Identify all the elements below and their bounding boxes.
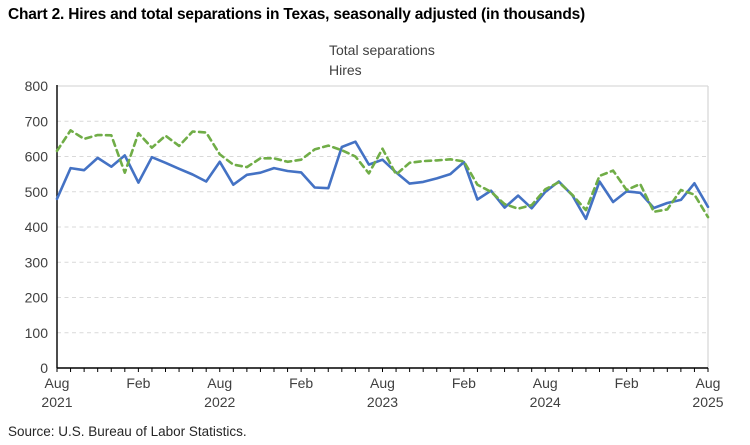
- x-axis-year-label: 2021: [41, 394, 72, 410]
- x-axis-tick-label: Feb: [126, 375, 150, 391]
- y-axis-tick-label: 0: [40, 360, 48, 376]
- x-axis-tick-label: Feb: [452, 375, 476, 391]
- legend-item-hires: Hires: [280, 60, 435, 80]
- x-axis-year-label: 2025: [692, 394, 723, 410]
- y-axis-tick-label: 200: [25, 290, 49, 306]
- x-axis-tick-label: Feb: [289, 375, 313, 391]
- y-axis-tick-label: 600: [25, 149, 49, 165]
- y-axis-tick-label: 700: [25, 113, 49, 129]
- x-axis-tick-label: Aug: [207, 375, 232, 391]
- y-axis-tick-label: 500: [25, 184, 49, 200]
- legend-item-total-separations: Total separations: [280, 40, 435, 60]
- x-axis-tick-label: Aug: [370, 375, 395, 391]
- total-separations-line: [55, 140, 710, 221]
- x-axis-tick-label: Feb: [615, 375, 639, 391]
- legend-label-total-separations: Total separations: [329, 42, 435, 58]
- source-note: Source: U.S. Bureau of Labor Statistics.: [8, 424, 247, 439]
- x-axis-year-label: 2022: [204, 394, 235, 410]
- y-axis-tick-label: 800: [25, 78, 49, 94]
- x-axis-year-label: 2023: [367, 394, 398, 410]
- x-axis-year-label: 2024: [530, 394, 561, 410]
- y-axis-tick-label: 100: [25, 325, 49, 341]
- y-axis-tick-label: 400: [25, 219, 49, 235]
- legend: Total separations Hires: [280, 40, 435, 80]
- legend-label-hires: Hires: [329, 62, 362, 78]
- x-axis-tick-label: Aug: [533, 375, 558, 391]
- x-axis-tick-label: Aug: [45, 375, 70, 391]
- chart-title: Chart 2. Hires and total separations in …: [8, 6, 585, 23]
- hires-line: [55, 129, 710, 219]
- x-axis-tick-label: Aug: [696, 375, 721, 391]
- y-axis-tick-label: 300: [25, 254, 49, 270]
